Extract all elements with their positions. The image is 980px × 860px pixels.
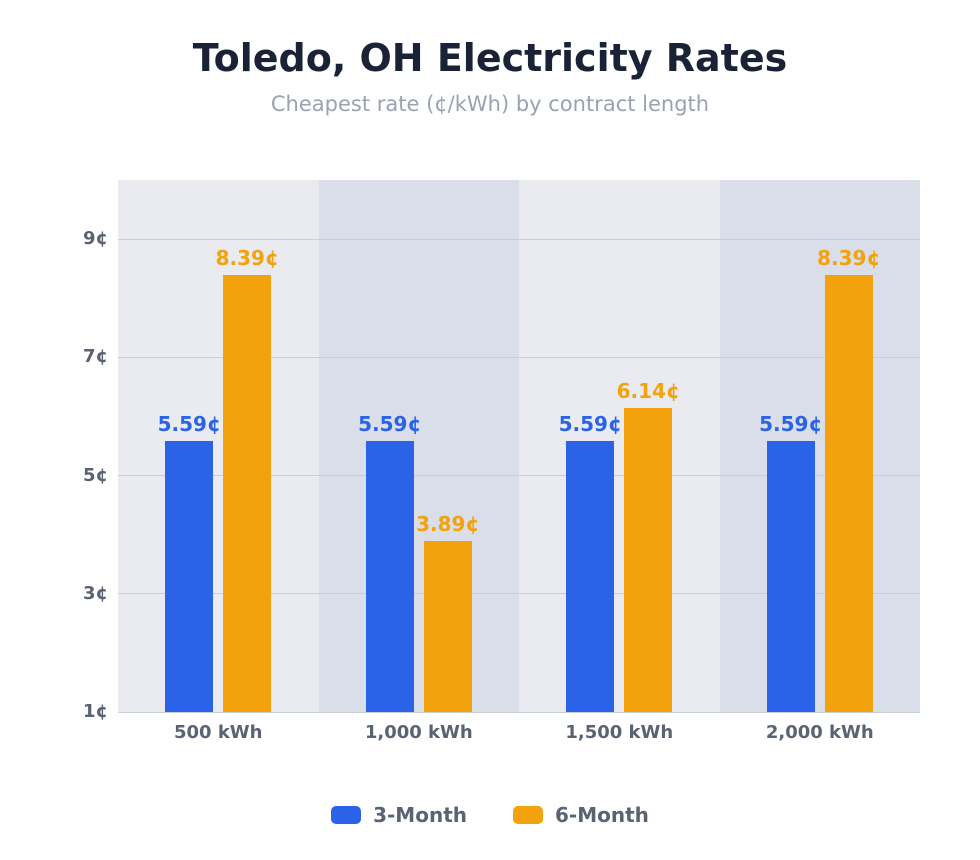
bar-value-label: 8.39¢ xyxy=(817,246,881,271)
gridline xyxy=(118,475,920,477)
y-axis-tick-label: 1¢ xyxy=(82,701,108,722)
gridline xyxy=(118,593,920,595)
bar-3-month-2-000-kwh xyxy=(766,440,815,712)
y-axis-tick-label: 9¢ xyxy=(82,228,108,250)
category-band xyxy=(318,180,519,712)
bar-value-label: 6.14¢ xyxy=(616,379,680,404)
bar-value-label: 8.39¢ xyxy=(215,246,279,271)
bar-value-label: 3.89¢ xyxy=(416,512,480,537)
chart-subtitle: Cheapest rate (¢/kWh) by contract length xyxy=(270,92,710,116)
bar-value-label: 5.59¢ xyxy=(157,411,221,436)
legend-item-3-month[interactable]: 3-Month xyxy=(331,803,467,827)
chart-title: Toledo, OH Electricity Rates xyxy=(192,36,788,80)
x-axis-category-label: 1,000 kWh xyxy=(364,722,473,743)
legend-item-6-month[interactable]: 6-Month xyxy=(513,803,649,827)
category-band xyxy=(118,180,319,712)
category-band xyxy=(719,180,920,712)
bar-3-month-1-500-kwh xyxy=(566,440,615,712)
bar-3-month-1-000-kwh xyxy=(365,440,414,712)
legend-swatch-6-month xyxy=(513,806,543,824)
bar-6-month-1-000-kwh xyxy=(423,541,472,712)
gridline xyxy=(118,356,920,358)
y-axis-tick-label: 3¢ xyxy=(82,582,108,604)
chart-plot-area: 5.59¢ 8.39¢ 5.59¢ 3.89¢ 5.59¢ 6.14¢ 5.59¢ 8.39¢ xyxy=(118,180,920,713)
chart-legend: 3-Month 6-Month xyxy=(0,803,980,827)
bar-value-label: 5.59¢ xyxy=(558,411,622,436)
bar-6-month-2-000-kwh xyxy=(824,275,873,712)
category-band xyxy=(519,180,720,712)
gridline xyxy=(118,238,920,240)
bar-3-month-500-kwh xyxy=(165,440,214,712)
x-axis-category-label: 500 kWh xyxy=(174,722,263,743)
legend-swatch-3-month xyxy=(331,806,362,824)
x-axis-category-label: 1,500 kWh xyxy=(565,722,674,743)
bar-value-label: 5.59¢ xyxy=(358,411,422,436)
bar-6-month-500-kwh xyxy=(223,275,272,712)
bar-value-label: 5.59¢ xyxy=(759,411,823,436)
y-axis-tick-label: 7¢ xyxy=(82,346,108,368)
legend-label: 3-Month xyxy=(373,803,467,827)
legend-label: 6-Month xyxy=(555,803,649,827)
y-axis-tick-label: 5¢ xyxy=(82,464,108,486)
gridline xyxy=(118,711,920,713)
x-axis-category-label: 2,000 kWh xyxy=(765,722,874,743)
bar-6-month-1-500-kwh xyxy=(624,408,673,712)
